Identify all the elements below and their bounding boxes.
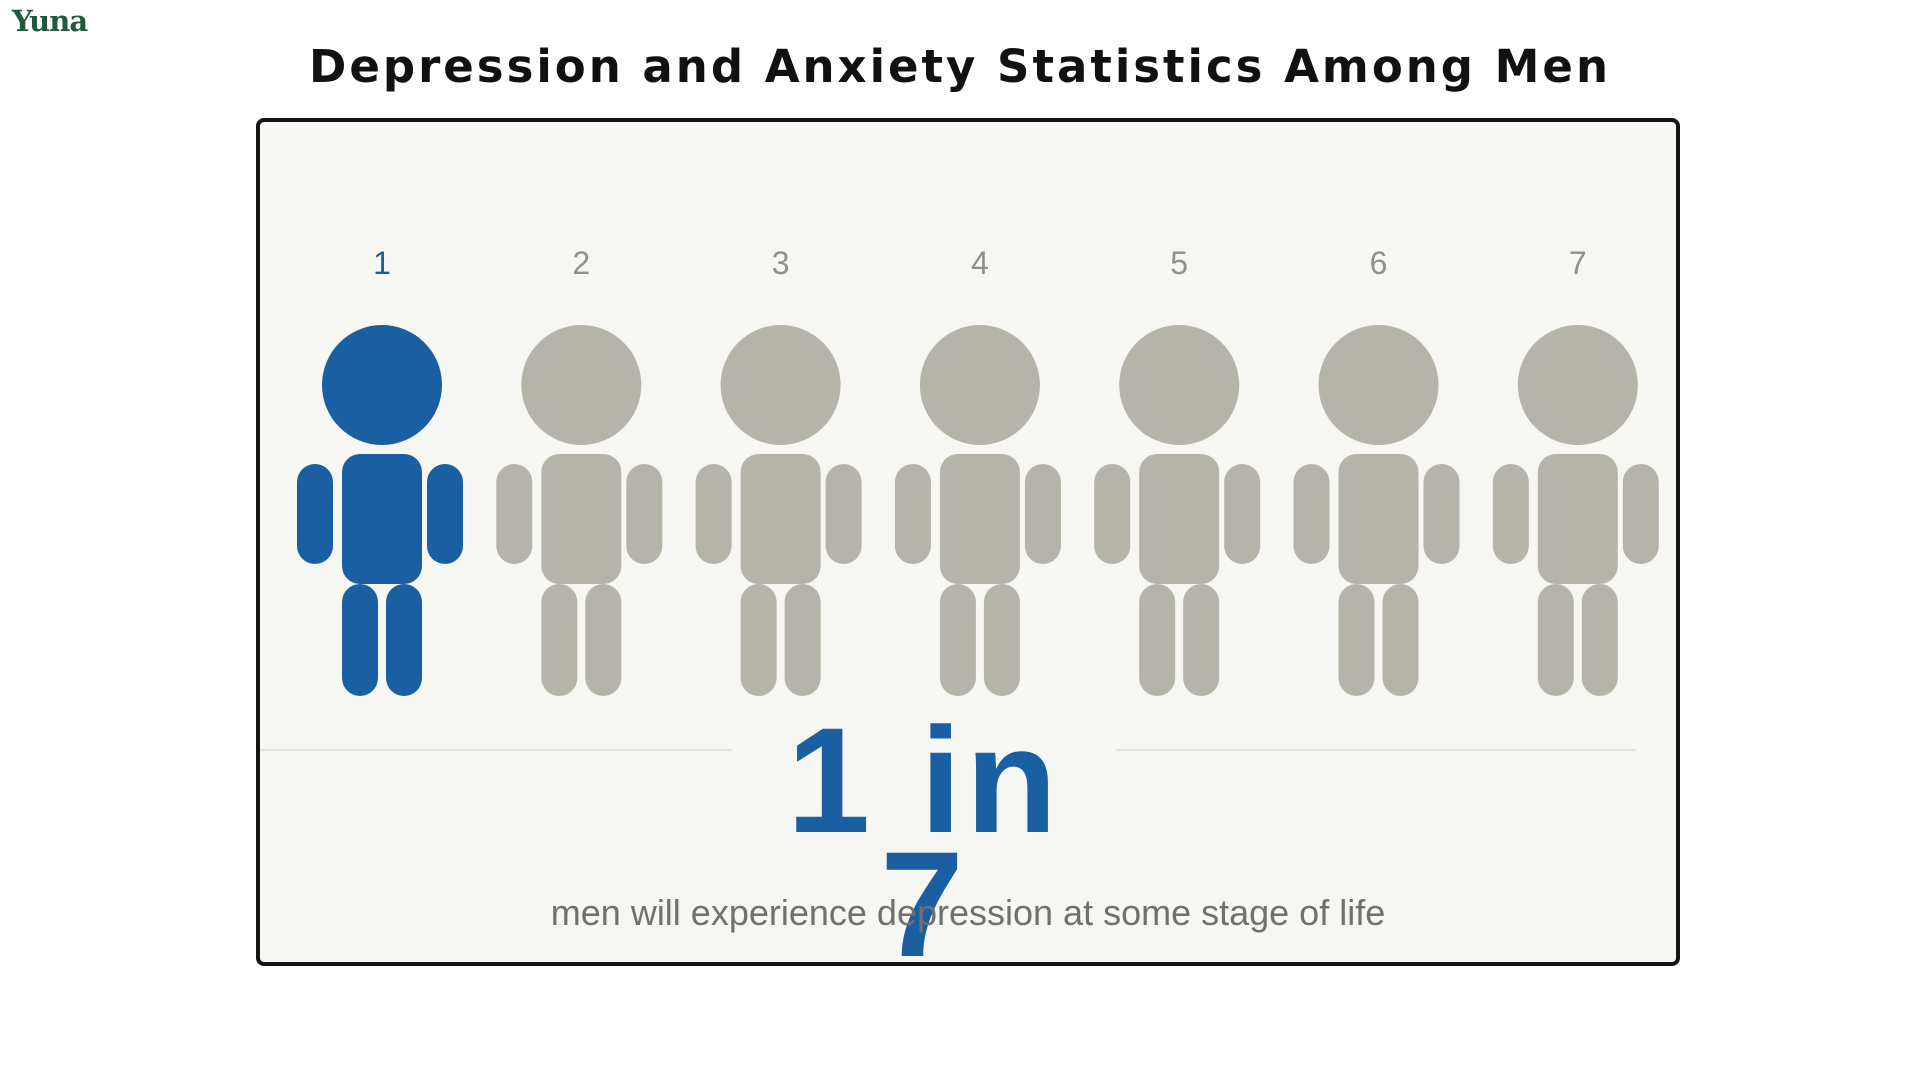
person-icon: 4 — [894, 245, 1061, 696]
person-head — [521, 325, 642, 445]
person-leg-right — [585, 584, 622, 696]
stat-caption: men will experience depression at some s… — [550, 892, 1386, 933]
figure-number: 2 — [572, 245, 590, 281]
person-body — [740, 454, 821, 584]
person-head — [322, 325, 442, 445]
person-leg-left — [1338, 584, 1375, 696]
person-body — [939, 454, 1020, 584]
person-head — [1119, 325, 1240, 445]
person-arm-right — [1622, 464, 1659, 564]
person-arm-left — [297, 464, 333, 564]
person-head — [919, 325, 1040, 445]
person-leg-left — [740, 584, 777, 696]
page-title: Depression and Anxiety Statistics Among … — [309, 40, 1611, 93]
person-arm-left — [1094, 464, 1131, 564]
person-arm-right — [626, 464, 663, 564]
person-leg-left — [342, 584, 378, 696]
person-body — [342, 454, 422, 584]
person-leg-right — [1581, 584, 1618, 696]
person-head — [1318, 325, 1439, 445]
figure-number: 7 — [1569, 245, 1587, 281]
person-head — [1517, 325, 1638, 445]
person-leg-left — [541, 584, 578, 696]
person-icon: 7 — [1492, 245, 1659, 696]
person-body — [1139, 454, 1220, 584]
person-arm-left — [695, 464, 732, 564]
figure-number: 5 — [1170, 245, 1188, 281]
person-arm-left — [1293, 464, 1330, 564]
figure-number: 4 — [971, 245, 989, 281]
pictogram-chart: 1 2 3 4 5 6 7 — [297, 245, 1659, 696]
figure-number: 1 — [373, 245, 391, 281]
person-icon: 6 — [1293, 245, 1460, 696]
person-arm-right — [825, 464, 862, 564]
stat-headline: 1 in 7 — [732, 705, 1116, 962]
person-icon: 3 — [695, 245, 862, 696]
person-body — [1537, 454, 1618, 584]
person-leg-right — [1382, 584, 1419, 696]
person-body — [541, 454, 622, 584]
person-icon: 5 — [1094, 245, 1261, 696]
person-leg-right — [784, 584, 821, 696]
person-icon: 2 — [496, 245, 663, 696]
divider-left — [260, 749, 732, 751]
person-leg-left — [1537, 584, 1574, 696]
figure-number: 3 — [772, 245, 790, 281]
person-arm-left — [894, 464, 931, 564]
person-icon: 1 — [297, 245, 463, 696]
person-arm-left — [496, 464, 533, 564]
person-arm-left — [1492, 464, 1529, 564]
person-head — [720, 325, 841, 445]
figure-number: 6 — [1370, 245, 1388, 281]
person-arm-right — [1024, 464, 1061, 564]
infographic-card: 1 2 3 4 5 6 7 1 in 7 men will experience depre… — [256, 118, 1680, 966]
person-leg-right — [1183, 584, 1220, 696]
person-leg-right — [386, 584, 422, 696]
person-leg-left — [939, 584, 976, 696]
person-arm-right — [1423, 464, 1460, 564]
person-leg-right — [983, 584, 1020, 696]
person-arm-right — [1224, 464, 1261, 564]
person-arm-right — [427, 464, 463, 564]
divider-right — [1116, 749, 1636, 751]
person-leg-left — [1139, 584, 1176, 696]
brand-logo: Yuna — [12, 4, 88, 38]
person-body — [1338, 454, 1419, 584]
